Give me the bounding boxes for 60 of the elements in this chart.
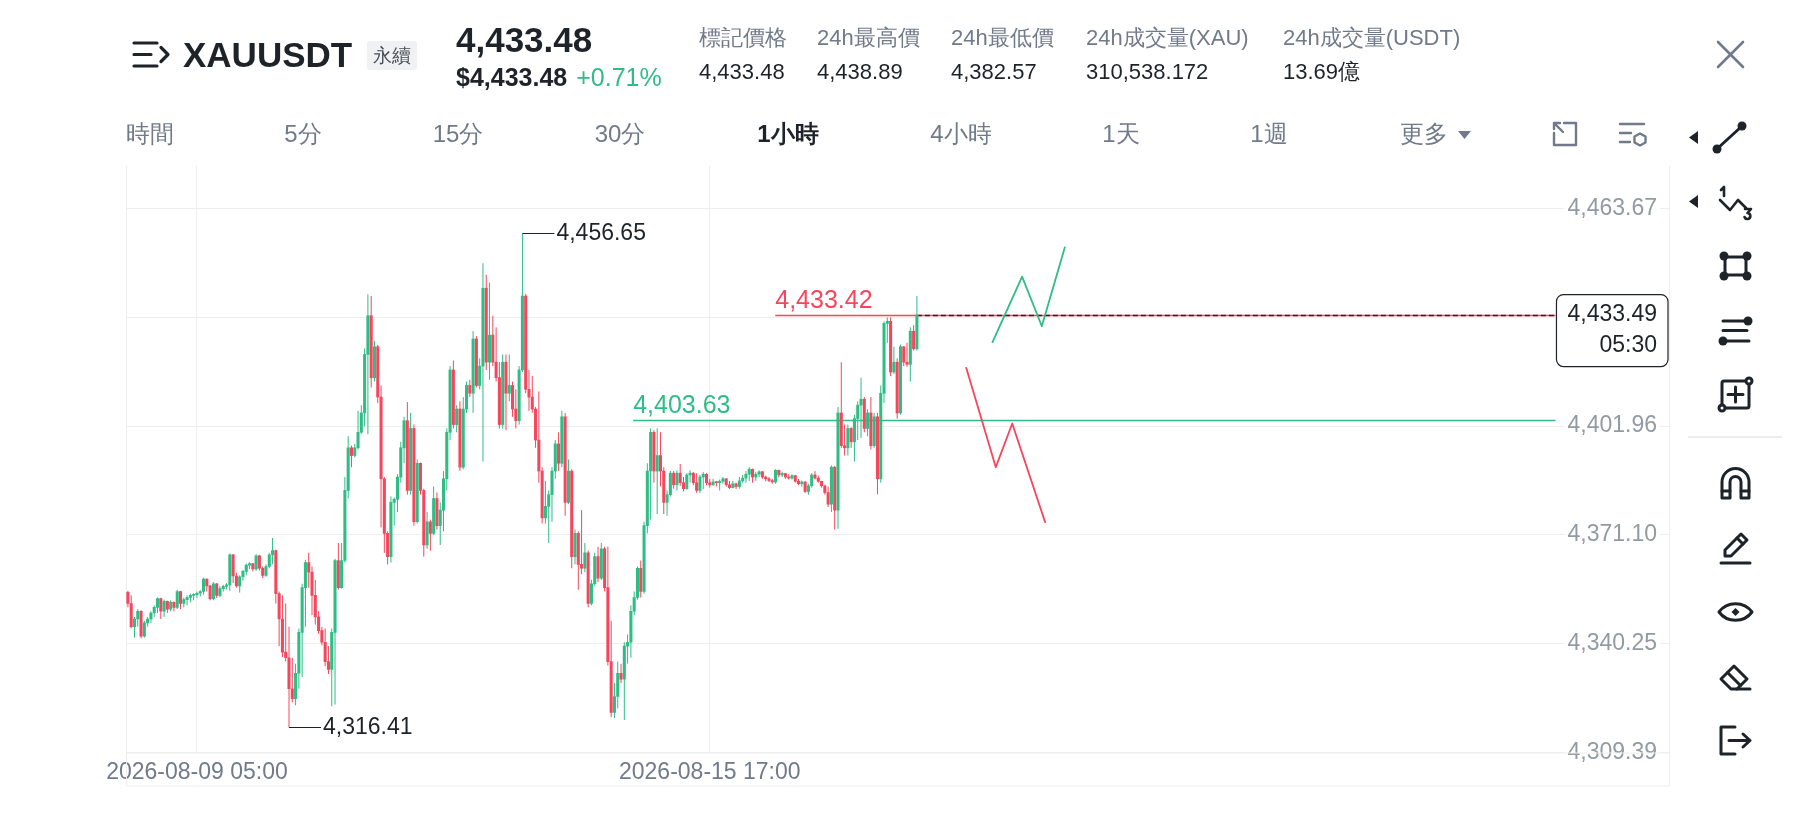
- text: 時間: [126, 120, 174, 147]
- candlestick: [583, 542, 587, 573]
- x-tick-label: 2026-08-09 05:00: [106, 757, 288, 784]
- candlestick: [349, 445, 353, 468]
- candlestick: [619, 663, 623, 684]
- text: 4,382.57: [951, 59, 1037, 84]
- candlestick: [428, 519, 432, 552]
- candlestick: [866, 408, 870, 437]
- candlestick: [813, 470, 817, 481]
- text: 24h成交量(USDT): [1283, 25, 1461, 50]
- candlestick: [902, 345, 906, 367]
- text: 4,433.48: [456, 20, 593, 59]
- text: XAUUSDT: [183, 35, 353, 74]
- text: 310,538.172: [1086, 59, 1209, 84]
- text: 4小時: [930, 120, 992, 147]
- candlestick: [129, 594, 133, 630]
- candlestick: [912, 324, 916, 352]
- candlestick: [231, 553, 235, 584]
- text: 30分: [594, 120, 646, 147]
- candlestick: [790, 473, 794, 481]
- candlestick: [455, 404, 459, 433]
- y-tick-label: 4,309.39: [1567, 737, 1657, 764]
- text: 1小時: [757, 120, 819, 147]
- text: 5分: [284, 120, 322, 147]
- candlestick: [573, 529, 577, 565]
- x-tick-label: 2026-08-15 17:00: [618, 757, 801, 784]
- text: +0.71%: [576, 63, 662, 91]
- candlestick: [678, 463, 682, 487]
- y-tick-label: 4,463.67: [1567, 194, 1657, 221]
- annotation: 4,316.41: [323, 712, 413, 739]
- ref-line-label: 4,433.42: [775, 284, 873, 313]
- candlestick: [507, 353, 511, 402]
- ref-line-label: 4,403.63: [633, 389, 731, 418]
- y-tick-label: 4,401.96: [1567, 411, 1657, 438]
- annotation: 4,456.65: [556, 218, 646, 245]
- text: 永續: [367, 41, 417, 70]
- candlestick: [905, 342, 909, 368]
- candlestick: [639, 560, 643, 599]
- y-tick-label: 4,371.10: [1567, 520, 1657, 547]
- text: 24h最低價: [951, 25, 1054, 50]
- candlestick: [846, 424, 850, 457]
- text: $4,433.48: [456, 63, 568, 91]
- text: 13.69億: [1283, 59, 1361, 84]
- text: 24h成交量(XAU): [1086, 25, 1249, 50]
- text: 4,438.89: [817, 59, 903, 84]
- candlestick: [596, 546, 600, 583]
- text: 1天: [1102, 120, 1140, 147]
- text: 15分: [432, 120, 484, 147]
- candlestick: [271, 537, 275, 565]
- text: 標記價格: [699, 25, 787, 50]
- text: 24h最高價: [817, 25, 920, 50]
- candlestick: [892, 346, 896, 375]
- candlestick: [557, 431, 561, 472]
- text: 4,433.48: [699, 59, 785, 84]
- y-tick-label: 4,340.25: [1567, 628, 1657, 655]
- candlestick: [849, 426, 853, 449]
- candlestick: [149, 610, 153, 624]
- ref-line-label: 4,433.49 05:30: [1567, 300, 1657, 358]
- text: 1週: [1250, 120, 1288, 147]
- text: 更多: [1400, 120, 1448, 147]
